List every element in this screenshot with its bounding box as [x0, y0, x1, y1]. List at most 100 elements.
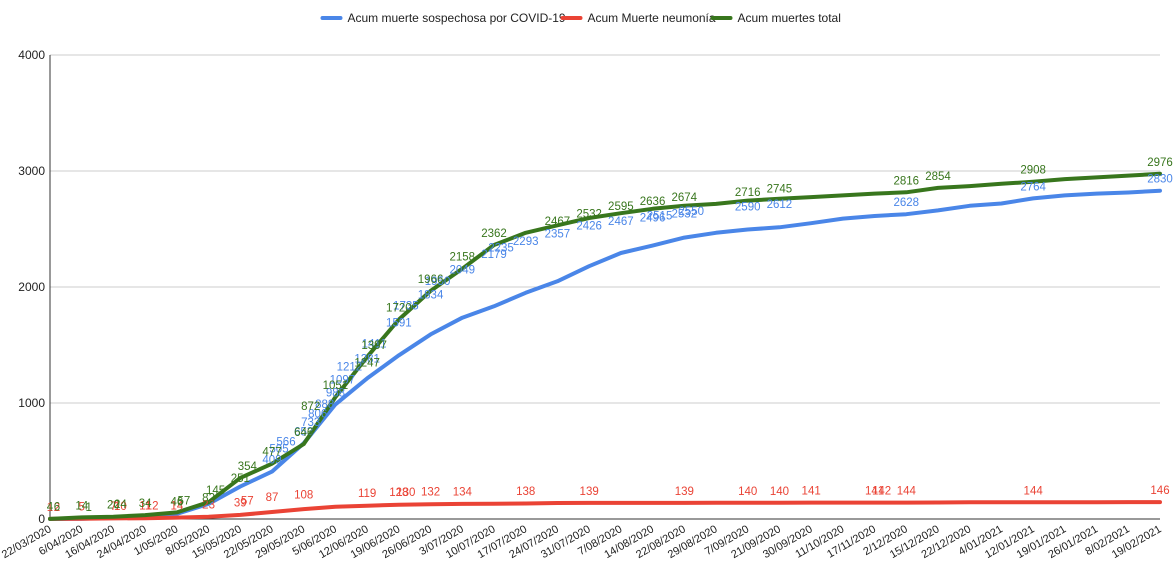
- data-label: 2764: [1020, 181, 1046, 193]
- data-label: 82: [202, 492, 215, 504]
- data-label: 10: [114, 501, 127, 513]
- data-label: 145: [206, 485, 225, 497]
- data-label: 23: [202, 499, 215, 511]
- axes: 0100020003000400022/03/20206/04/202016/0…: [0, 48, 1164, 561]
- data-label: 505: [269, 443, 288, 455]
- data-label: 2496: [640, 212, 666, 224]
- data-label: 1051: [323, 380, 349, 392]
- data-label: 14: [75, 500, 88, 512]
- data-label: 12: [146, 501, 159, 513]
- data-label: 130: [396, 487, 415, 499]
- series-line: [48, 500, 1162, 521]
- data-label: 1097: [330, 375, 356, 387]
- data-label: 14: [170, 500, 183, 512]
- data-label: 251: [231, 473, 250, 485]
- data-label: 141: [802, 486, 821, 498]
- data-label: 2816: [893, 175, 919, 187]
- data-label: 2716: [735, 187, 761, 199]
- data-label: 2976: [1147, 157, 1173, 169]
- data-label: 139: [675, 486, 694, 498]
- data-label: 653: [294, 426, 313, 438]
- data-label: 1247: [354, 357, 380, 369]
- data-label: 2532: [671, 208, 697, 220]
- data-label: 24: [114, 499, 127, 511]
- data-label: 2049: [449, 264, 475, 276]
- data-label: 142: [872, 486, 891, 498]
- y-tick-label: 3000: [18, 164, 45, 178]
- data-label: 144: [897, 485, 917, 497]
- data-label: 1411: [362, 338, 387, 350]
- data-label: 46: [170, 497, 183, 509]
- data-label: 57: [241, 495, 254, 507]
- data-label: 20: [107, 500, 120, 512]
- data-label: 2745: [767, 184, 793, 196]
- data-label: 2357: [545, 229, 571, 241]
- data-label: 2467: [608, 216, 634, 228]
- data-label: 2179: [481, 249, 507, 261]
- data-label: 988: [326, 387, 345, 399]
- y-tick-label: 1000: [18, 396, 45, 410]
- data-label: 87: [266, 492, 279, 504]
- data-label: 1720: [386, 302, 412, 314]
- data-label: 1: [86, 502, 92, 514]
- y-tick-label: 2000: [18, 280, 45, 294]
- data-label: 138: [516, 486, 535, 498]
- data-label: 1735: [393, 301, 419, 313]
- data-label: 134: [453, 486, 473, 498]
- data-label: 1: [47, 502, 53, 514]
- data-label: 57: [177, 495, 190, 507]
- data-label: 2362: [481, 228, 507, 240]
- data-label: 141: [865, 486, 884, 498]
- data-label: 34: [139, 498, 152, 510]
- data-label: 2674: [671, 192, 697, 204]
- data-label: 2908: [1020, 165, 1046, 177]
- data-label: 2: [54, 502, 60, 514]
- data-label: 872: [301, 401, 320, 413]
- legend-label: Acum Muerte neumonía: [588, 11, 716, 25]
- y-tick-label: 0: [38, 512, 45, 526]
- data-label: 646: [294, 427, 313, 439]
- data-label: 1397: [361, 340, 387, 352]
- data-label: 888: [315, 399, 334, 411]
- data-label: 2636: [640, 196, 666, 208]
- data-label: 2467: [545, 216, 571, 228]
- data-label: 477: [262, 447, 281, 459]
- data-label: 2854: [925, 171, 951, 183]
- data-label: 7: [110, 501, 116, 513]
- data-label: 354: [238, 461, 258, 473]
- legend-label: Acum muertes total: [738, 11, 841, 25]
- data-label: 108: [294, 489, 313, 501]
- data-label: 1834: [418, 289, 444, 301]
- data-label: 2515: [647, 210, 673, 222]
- data-label: 2293: [513, 236, 539, 248]
- data-label: 4: [47, 502, 54, 514]
- data-label: 11: [139, 501, 151, 513]
- data-label: 2595: [608, 201, 634, 213]
- data-label: 2158: [449, 252, 475, 264]
- legend-label: Acum muerte sospechosa por COVID-19: [348, 11, 566, 25]
- data-label: 144: [1024, 485, 1044, 497]
- series-lines: [48, 171, 1162, 521]
- series-line: [48, 188, 1162, 521]
- series-line: [48, 171, 1162, 521]
- data-label: 2830: [1147, 174, 1173, 186]
- data-label: 2550: [678, 206, 704, 218]
- data-label: 409: [262, 455, 281, 467]
- data-label: 566: [276, 436, 295, 448]
- data-label: 140: [738, 486, 757, 498]
- data-label: 2612: [767, 199, 793, 211]
- data-label: 139: [580, 486, 599, 498]
- data-label: 1212: [337, 361, 363, 373]
- data-label: 733: [301, 417, 320, 429]
- data-label: 2628: [893, 197, 919, 209]
- data-label: 146: [1150, 485, 1169, 497]
- data-label: 1281: [354, 353, 380, 365]
- data-labels: 4095055666537338068889881097121212811411…: [47, 157, 1173, 514]
- data-label: 1966: [418, 274, 444, 286]
- data-label: 2235: [488, 243, 514, 255]
- data-label: 140: [770, 486, 789, 498]
- y-tick-label: 4000: [18, 48, 45, 62]
- data-label: 119: [358, 488, 376, 500]
- data-label: 1950: [425, 276, 451, 288]
- data-label: 806: [308, 409, 327, 421]
